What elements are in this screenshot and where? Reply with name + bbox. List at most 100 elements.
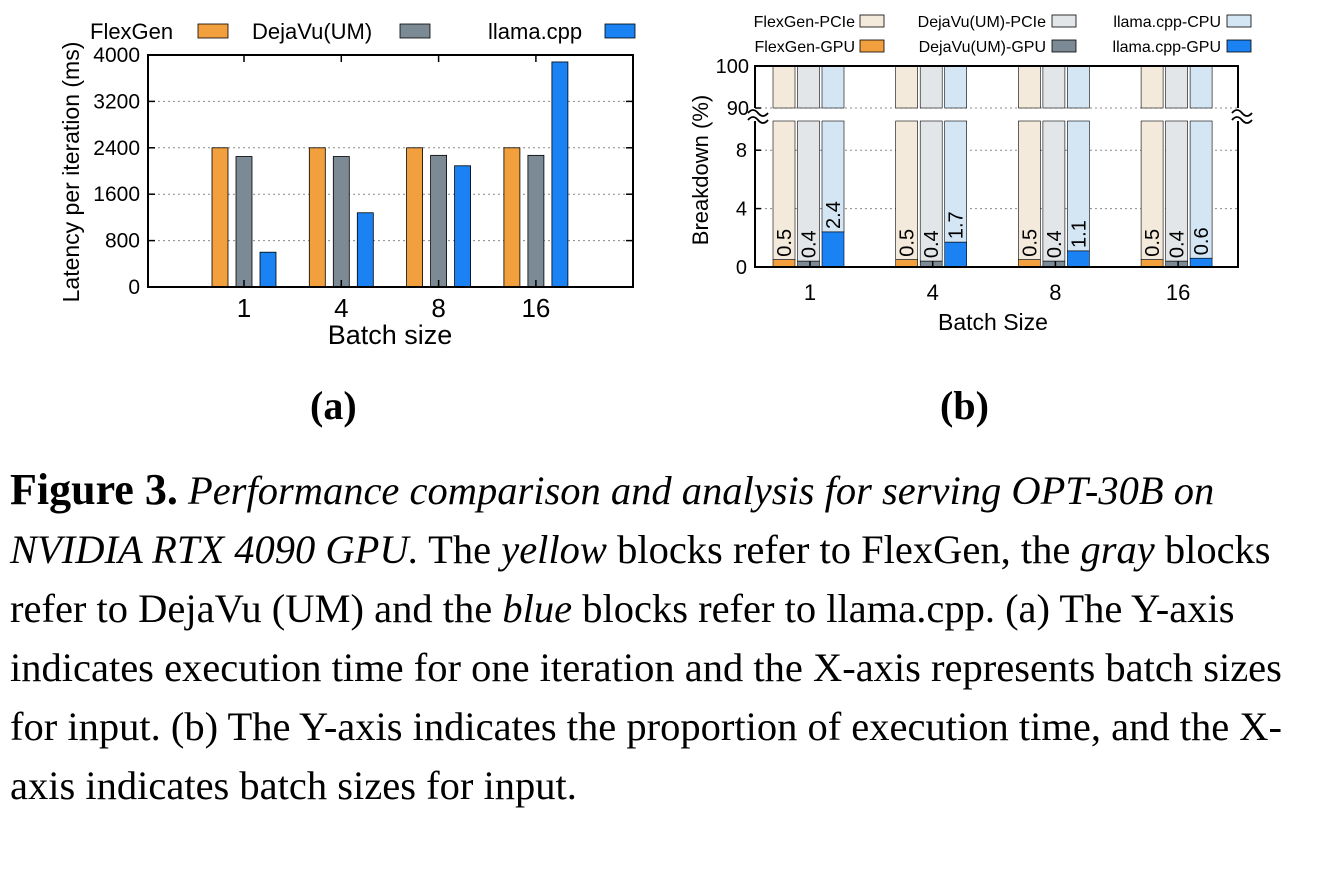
legend-swatch xyxy=(1226,39,1252,53)
y-tick-label: 3200 xyxy=(93,90,140,113)
legend-label: DejaVu(UM) xyxy=(252,19,372,44)
y-tick-label: 1600 xyxy=(93,183,140,206)
y-tick-label: 4000 xyxy=(93,44,140,67)
bar-upper xyxy=(1018,65,1041,109)
bar-upper xyxy=(821,65,845,109)
bar xyxy=(259,251,277,288)
bar xyxy=(211,147,229,288)
data-label: 1.7 xyxy=(946,211,968,239)
y-tick-label: 800 xyxy=(105,230,140,253)
bar-upper xyxy=(1165,65,1188,109)
bar-upper xyxy=(944,65,968,109)
legend-label: DejaVu(UM)-PCIe xyxy=(918,14,1046,31)
x-tick-label: 16 xyxy=(1166,280,1190,305)
bar-lower xyxy=(772,259,796,268)
figure-caption: Figure 3. Performance comparison and ana… xyxy=(10,460,1330,815)
x-tick-label: 4 xyxy=(334,293,348,323)
panel-label-b: (b) xyxy=(940,383,989,428)
bar-lower xyxy=(1067,250,1090,268)
legend-label: llama.cpp xyxy=(488,19,582,44)
x-axis-label: Batch Size xyxy=(938,309,1048,335)
bar-upper xyxy=(1189,65,1213,109)
legend-swatch xyxy=(197,23,229,39)
data-label: 2.4 xyxy=(823,201,845,229)
legend-label: FlexGen xyxy=(90,19,173,44)
caption-word-blue: blue xyxy=(502,586,573,631)
data-label: 0.5 xyxy=(1019,229,1041,257)
data-label: 0.4 xyxy=(799,230,821,258)
data-label: 0.5 xyxy=(774,229,796,257)
y-tick-label: 4 xyxy=(736,199,747,221)
bar-upper xyxy=(1042,65,1066,109)
data-label: 0.5 xyxy=(1142,229,1164,257)
caption-word-yellow: yellow xyxy=(501,527,607,572)
plot-frame xyxy=(147,54,634,288)
legend-swatch xyxy=(1051,14,1077,28)
caption-text-1: The xyxy=(428,527,492,572)
y-tick-label: 90 xyxy=(727,98,749,120)
x-tick-label: 1 xyxy=(804,280,816,305)
bar-lower xyxy=(895,259,918,268)
bar xyxy=(235,156,253,288)
bar-lower xyxy=(1189,257,1213,268)
caption-text-3: blocks refer to DejaVu (UM) and the xyxy=(10,527,1271,631)
caption-title: Performance comparison and analysis for … xyxy=(10,468,1215,572)
x-tick-label: 8 xyxy=(1049,280,1061,305)
breakdown-chart: 0.5 0.42.410.5 0.41.740.5 0.4 1.180.5 0.4 0.61… xyxy=(688,14,1253,335)
legend-swatch xyxy=(859,14,885,28)
bar xyxy=(430,154,448,288)
bar xyxy=(356,212,374,288)
bar xyxy=(406,147,424,288)
legend-swatch xyxy=(399,23,431,39)
latency-chart: 0 800 1600 2400 3200 4000 1 4 8 16 Batch size Laten… xyxy=(58,19,636,350)
data-label: 0.4 xyxy=(1044,230,1066,258)
x-tick-label: 1 xyxy=(237,293,251,323)
legend-label: FlexGen-PCIe xyxy=(754,14,855,31)
caption-word-gray: gray xyxy=(1080,527,1155,572)
y-tick-label: 2400 xyxy=(93,137,140,160)
panel-label-a: (a) xyxy=(310,383,357,428)
caption-lead: Figure 3. xyxy=(10,465,178,514)
bar-upper xyxy=(772,65,796,109)
caption-text-4: blocks refer to llama.cpp. (a) The Y-axi… xyxy=(10,586,1283,808)
bar xyxy=(454,165,472,288)
legend-label: llama.cpp-GPU xyxy=(1113,39,1221,56)
legend-swatch xyxy=(859,39,885,53)
data-label: 0.4 xyxy=(1167,230,1189,258)
y-tick-label: 0 xyxy=(736,257,747,279)
y-tick-label: 8 xyxy=(736,140,747,162)
bar xyxy=(332,156,350,288)
data-label: 1.1 xyxy=(1068,220,1090,248)
x-axis-label: Batch size xyxy=(328,320,453,350)
axis-break-mark xyxy=(1231,109,1253,124)
bar-upper xyxy=(919,65,943,109)
plot-frame-lower xyxy=(754,121,1239,268)
bar-lower xyxy=(1140,259,1164,268)
legend-swatch xyxy=(604,23,636,39)
y-axis-label: Latency per iteration (ms) xyxy=(58,42,84,303)
bar xyxy=(551,61,569,288)
y-tick-label: 100 xyxy=(716,56,749,78)
bar-upper xyxy=(1067,65,1090,109)
caption-text-2: blocks refer to FlexGen, the xyxy=(617,527,1071,572)
legend-swatch xyxy=(1051,39,1077,53)
bar xyxy=(308,147,326,288)
plot-frame-upper xyxy=(754,65,1239,108)
bar-lower xyxy=(944,241,968,268)
axis-break-gap xyxy=(745,110,1250,119)
x-tick-label: 16 xyxy=(521,293,550,323)
x-tick-label: 8 xyxy=(431,293,445,323)
bar-upper xyxy=(895,65,918,109)
legend-label: llama.cpp-CPU xyxy=(1113,14,1221,31)
bar-lower xyxy=(1018,259,1041,268)
data-label: 0.6 xyxy=(1191,227,1213,255)
bar-upper xyxy=(797,65,820,109)
x-tick-label: 4 xyxy=(927,280,939,305)
y-tick-label: 0 xyxy=(128,276,140,299)
data-label: 0.4 xyxy=(921,230,943,258)
bar-lower xyxy=(821,231,845,268)
axis-break-mark xyxy=(747,109,769,124)
legend-label: DejaVu(UM)-GPU xyxy=(919,39,1046,56)
legend-label: FlexGen-GPU xyxy=(755,39,855,56)
data-label: 0.5 xyxy=(897,229,919,257)
